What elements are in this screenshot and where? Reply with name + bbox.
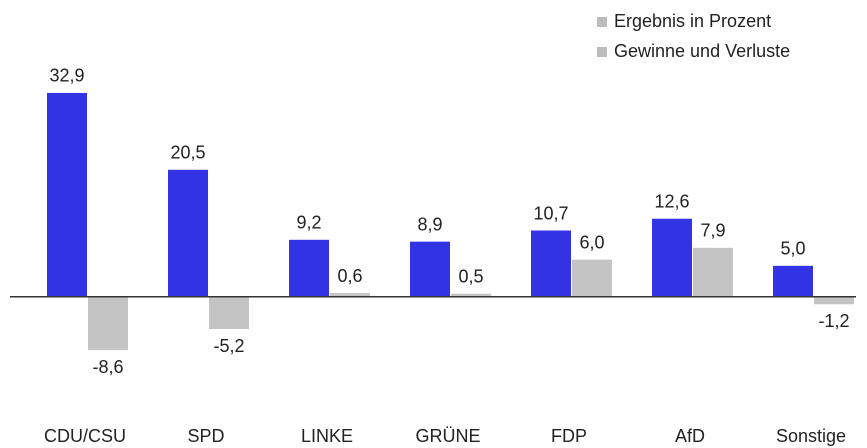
bar [773,265,813,297]
bar [531,230,571,297]
bar [410,241,450,297]
x-tick-label: Sonstige [776,426,846,446]
data-label: 8,9 [417,214,442,234]
legend-marker [597,17,607,27]
bar [209,296,249,330]
bar [451,293,491,297]
data-label: -5,2 [213,336,244,356]
bar [168,169,208,297]
legend-marker [597,47,607,57]
data-label: 6,0 [579,232,604,252]
x-tick-label: LINKE [301,426,353,446]
x-tick-label: SPD [187,426,224,446]
bar [330,293,370,297]
data-label: -1,2 [818,311,849,331]
data-label: 7,9 [700,221,725,241]
data-label: -8,6 [92,357,123,377]
data-label: 10,7 [533,203,568,223]
bar [47,92,87,297]
data-label: 5,0 [780,239,805,259]
data-label: 0,5 [458,266,483,286]
bar [88,296,128,351]
x-tick-label: AfD [675,426,705,446]
x-tick-label: GRÜNE [415,426,480,446]
legend-label: Ergebnis in Prozent [614,11,771,31]
bar [693,247,733,297]
data-label: 32,9 [49,66,84,86]
x-tick-label: FDP [551,426,587,446]
x-tick-label: CDU/CSU [44,426,126,446]
data-label: 0,6 [337,266,362,286]
data-label: 12,6 [654,191,689,211]
bar [814,296,854,305]
bar [289,239,329,297]
legend-label: Gewinne und Verluste [614,41,790,61]
data-label: 9,2 [296,213,321,233]
bar [572,259,612,297]
data-label: 20,5 [170,143,205,163]
bar [652,218,692,297]
